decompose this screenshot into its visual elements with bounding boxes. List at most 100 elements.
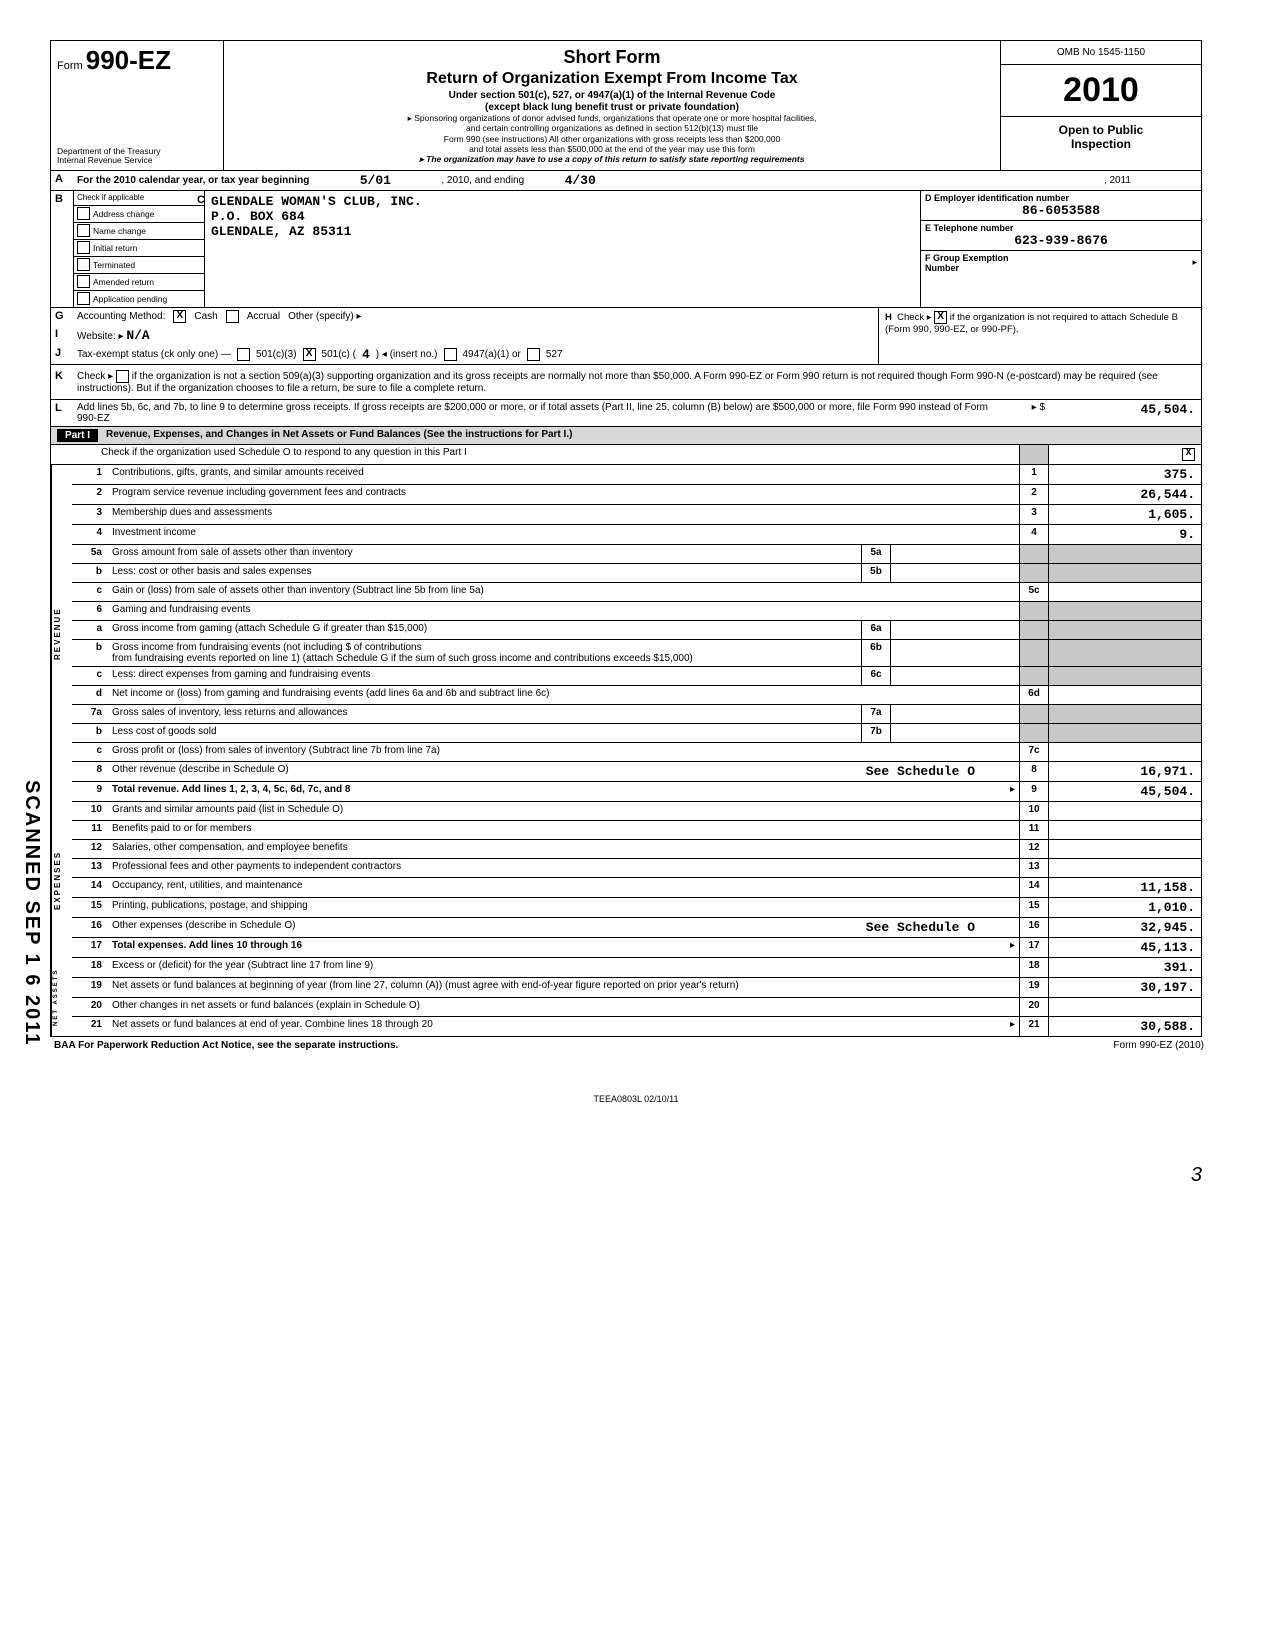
part-1-check-text: Check if the organization used Schedule … <box>97 445 1019 464</box>
revenue-label: REVENUE <box>51 465 72 802</box>
form-header: Form 990-EZ Department of the Treasury I… <box>51 41 1201 171</box>
501c-suffix: ) ◂ (insert no.) <box>376 349 438 360</box>
header-right: OMB No 1545-1150 2010 Open to Public Ins… <box>1000 41 1201 170</box>
line-11: Benefits paid to or for members <box>108 821 1019 839</box>
line-a-mid: , 2010, and ending <box>441 175 524 186</box>
tax-exempt-label: Tax-exempt status (ck only one) — <box>77 349 231 360</box>
footer-left: BAA For Paperwork Reduction Act Notice, … <box>54 1040 398 1051</box>
title-short-form: Short Form <box>232 47 992 68</box>
org-addr2: GLENDALE, AZ 85311 <box>211 224 914 239</box>
line-5b: Less: cost or other basis and sales expe… <box>108 564 861 582</box>
letter-i: I <box>51 326 73 345</box>
e-label: E Telephone number <box>925 223 1197 233</box>
check-cash[interactable]: X <box>173 310 186 323</box>
f-arrow: ▸ <box>1192 257 1197 268</box>
line-12: Salaries, other compensation, and employ… <box>108 840 1019 858</box>
form-990ez: Form 990-EZ Department of the Treasury I… <box>50 40 1202 1037</box>
line-a: A For the 2010 calendar year, or tax yea… <box>51 171 1201 191</box>
omb-number: OMB No 1545-1150 <box>1001 41 1201 65</box>
line-21: Net assets or fund balances at end of ye… <box>112 1019 433 1030</box>
check-k[interactable] <box>116 370 129 383</box>
amount-9: 45,504. <box>1048 782 1201 801</box>
l-amount: 45,504. <box>1049 400 1201 426</box>
opt-pending: Application pending <box>93 294 167 304</box>
line-13: Professional fees and other payments to … <box>108 859 1019 877</box>
part-1-header: Part I Revenue, Expenses, and Changes in… <box>51 427 1201 445</box>
line-18: Excess or (deficit) for the year (Subtra… <box>108 958 1019 977</box>
letter-c: C <box>197 194 205 206</box>
opt-terminated: Terminated <box>93 260 135 270</box>
amount-19: 30,197. <box>1048 978 1201 997</box>
line-4: Investment income <box>108 525 1019 544</box>
amount-18: 391. <box>1048 958 1201 977</box>
line-7c: Gross profit or (loss) from sales of inv… <box>108 743 1019 761</box>
line-10: Grants and similar amounts paid (list in… <box>108 802 1019 820</box>
footer-right: Form 990-EZ (2010) <box>1113 1040 1204 1051</box>
net-assets-block: NET ASSETS 18Excess or (deficit) for the… <box>51 958 1201 1036</box>
line-8: Other revenue (describe in Schedule O) <box>112 764 289 775</box>
check-name-change[interactable]: Name change <box>74 223 204 240</box>
letter-g: G <box>51 308 73 326</box>
4947-label: 4947(a)(1) or <box>463 349 521 360</box>
f-label2: Number <box>925 263 959 273</box>
letter-k: K <box>51 368 73 396</box>
line-l: L Add lines 5b, 6c, and 7b, to line 9 to… <box>51 400 1201 427</box>
line-2: Program service revenue including govern… <box>108 485 1019 504</box>
line-6: Gaming and fundraising events <box>108 602 1019 620</box>
line-h: H Check ▸ X if the organization is not r… <box>878 308 1201 364</box>
subtitle-6: and total assets less than $500,000 at t… <box>232 145 992 154</box>
header-center: Short Form Return of Organization Exempt… <box>224 41 1000 170</box>
expenses-label: EXPENSES <box>51 802 72 958</box>
page-number: 3 <box>50 1164 1222 1187</box>
opt-amended: Amended return <box>93 277 154 287</box>
line-19: Net assets or fund balances at beginning… <box>108 978 1019 997</box>
section-f: F Group Exemption Number ▸ <box>921 251 1201 275</box>
check-501c[interactable]: X <box>303 348 316 361</box>
ein: 86-6053588 <box>925 203 1197 218</box>
check-527[interactable] <box>527 348 540 361</box>
amount-2: 26,544. <box>1048 485 1201 504</box>
line-17: Total expenses. Add lines 10 through 16 <box>112 940 302 951</box>
line-9: Total revenue. Add lines 1, 2, 3, 4, 5c,… <box>112 784 350 795</box>
f-label: F Group Exemption <box>925 253 1009 263</box>
line-g: G Accounting Method: X Cash Accrual Othe… <box>51 308 878 326</box>
amount-16: 32,945. <box>1048 918 1201 937</box>
amount-1: 375. <box>1048 465 1201 484</box>
line-5a: Gross amount from sale of assets other t… <box>108 545 861 563</box>
form-number: Form 990-EZ <box>57 45 217 76</box>
section-c-name-address: C GLENDALE WOMAN'S CLUB, INC. P.O. BOX 6… <box>205 191 921 307</box>
part-1-label: Part I <box>57 429 98 442</box>
line-16: Other expenses (describe in Schedule O) <box>112 920 295 931</box>
subtitle-2: (except black lung benefit trust or priv… <box>232 102 992 113</box>
amount-15: 1,010. <box>1048 898 1201 917</box>
line-16-note: See Schedule O <box>866 920 975 935</box>
check-h[interactable]: X <box>934 311 947 324</box>
check-4947[interactable] <box>444 348 457 361</box>
bottom-code: TEEA0803L 02/10/11 <box>50 1094 1222 1104</box>
check-accrual[interactable] <box>226 310 239 323</box>
section-d: D Employer identification number 86-6053… <box>921 191 1201 221</box>
check-terminated[interactable]: Terminated <box>74 257 204 274</box>
opt-name: Name change <box>93 226 146 236</box>
form-footer: BAA For Paperwork Reduction Act Notice, … <box>50 1037 1208 1054</box>
check-amended[interactable]: Amended return <box>74 274 204 291</box>
line-3: Membership dues and assessments <box>108 505 1019 524</box>
line-5c: Gain or (loss) from sale of assets other… <box>108 583 1019 601</box>
department: Department of the Treasury Internal Reve… <box>57 147 217 166</box>
accounting-method-label: Accounting Method: <box>77 311 165 322</box>
part-1-title: Revenue, Expenses, and Changes in Net As… <box>106 429 572 442</box>
check-address-change[interactable]: Address change <box>74 206 204 223</box>
check-schedule-o[interactable]: X <box>1182 448 1195 461</box>
check-501c3[interactable] <box>237 348 250 361</box>
h-check-label: Check ▸ <box>897 312 931 323</box>
527-label: 527 <box>546 349 563 360</box>
check-initial[interactable]: Initial return <box>74 240 204 257</box>
revenue-block: REVENUE 1Contributions, gifts, grants, a… <box>51 465 1201 802</box>
dept2: Internal Revenue Service <box>57 156 217 165</box>
check-label: Check if applicable <box>74 191 204 206</box>
section-bcdef: B Check if applicable Address change Nam… <box>51 191 1201 308</box>
check-pending[interactable]: Application pending <box>74 291 204 307</box>
title-return: Return of Organization Exempt From Incom… <box>232 70 992 88</box>
tax-year: 2010 <box>1001 65 1201 117</box>
org-name: GLENDALE WOMAN'S CLUB, INC. <box>211 194 914 209</box>
